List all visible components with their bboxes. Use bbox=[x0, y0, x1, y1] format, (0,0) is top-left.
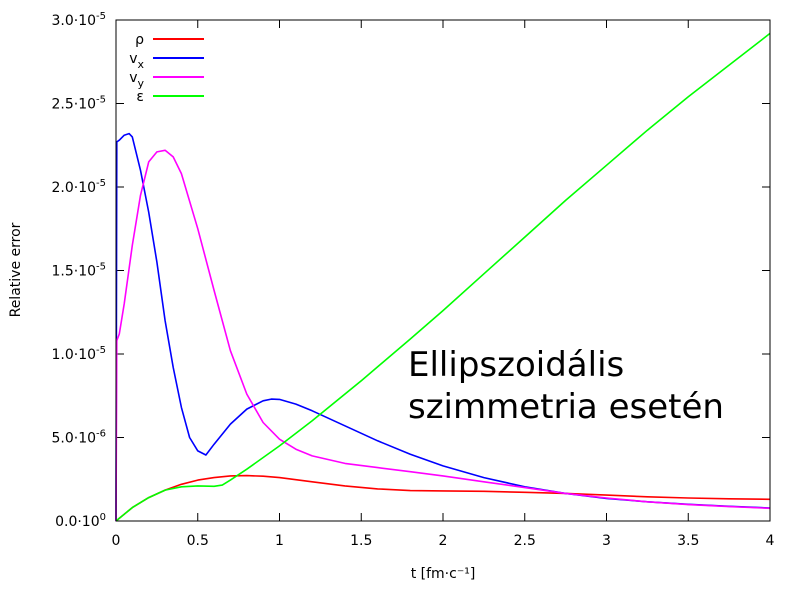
series-line-1 bbox=[115, 132, 771, 522]
series-line-0 bbox=[115, 474, 771, 522]
x-tick-labels: 0 0.5 1 1.5 2 2.5 3 3.5 4 bbox=[112, 533, 775, 549]
y-tick-exponent: -5 bbox=[96, 178, 106, 189]
tick-layer bbox=[115, 19, 771, 522]
legend-label-2: vy bbox=[129, 70, 144, 90]
y-tick-exponent: -5 bbox=[96, 345, 106, 356]
x-tick-label: 2.5 bbox=[514, 533, 536, 549]
legend-name: v bbox=[129, 70, 137, 86]
y-tick-mantissa: 5.0·10 bbox=[51, 431, 96, 447]
y-tick-mantissa: 3.0·10 bbox=[51, 13, 96, 29]
y-tick-mantissa: 2.5·10 bbox=[51, 97, 96, 113]
legend-label-3: ε bbox=[136, 89, 144, 105]
series-layer bbox=[115, 32, 771, 522]
y-tick-label: 0.0·100 bbox=[55, 512, 106, 530]
x-axis-label: t [fm·c⁻¹] bbox=[411, 566, 476, 582]
legend-name: ε bbox=[136, 89, 144, 105]
y-tick-mantissa: 1.0·10 bbox=[51, 347, 96, 363]
y-tick-label: 1.5·10-5 bbox=[51, 262, 106, 280]
x-tick-label: 2 bbox=[439, 533, 448, 549]
legend-name: ρ bbox=[135, 32, 144, 48]
series-line-3 bbox=[115, 32, 771, 522]
y-tick-exponent: -5 bbox=[96, 11, 106, 22]
legend-label-1: vx bbox=[129, 51, 144, 71]
y-tick-labels: 0.0·1005.0·10-61.0·10-51.5·10-52.0·10-52… bbox=[51, 11, 106, 530]
legend-label-0: ρ bbox=[135, 32, 144, 48]
series-line-2 bbox=[115, 149, 771, 522]
y-tick-exponent: 0 bbox=[100, 512, 106, 523]
y-tick-mantissa: 2.0·10 bbox=[51, 180, 96, 196]
legend-name: v bbox=[129, 51, 137, 67]
x-tick-label: 0 bbox=[112, 533, 121, 549]
legend-subscript: y bbox=[137, 77, 144, 90]
x-tick-label: 1.5 bbox=[350, 533, 372, 549]
y-tick-label: 2.5·10-5 bbox=[51, 95, 106, 113]
x-tick-label: 3 bbox=[602, 533, 611, 549]
annotation-line-2: szimmetria esetén bbox=[408, 387, 724, 427]
y-tick-exponent: -6 bbox=[96, 429, 106, 440]
y-axis-label: Relative error bbox=[8, 222, 24, 317]
x-tick-label: 3.5 bbox=[677, 533, 699, 549]
x-tick-label: 0.5 bbox=[187, 533, 209, 549]
y-tick-label: 3.0·10-5 bbox=[51, 11, 106, 29]
legend-subscript: x bbox=[137, 58, 144, 71]
y-tick-label: 5.0·10-6 bbox=[51, 429, 106, 447]
y-tick-label: 1.0·10-5 bbox=[51, 345, 106, 363]
annotation-line-1: Ellipszoidális bbox=[408, 345, 624, 385]
x-tick-label: 4 bbox=[766, 533, 775, 549]
x-tick-label: 1 bbox=[275, 533, 284, 549]
y-tick-label: 2.0·10-5 bbox=[51, 178, 106, 196]
y-tick-exponent: -5 bbox=[96, 95, 106, 106]
y-tick-exponent: -5 bbox=[96, 262, 106, 273]
y-tick-mantissa: 1.5·10 bbox=[51, 264, 96, 280]
y-tick-mantissa: 0.0·10 bbox=[55, 514, 100, 530]
annotation: Ellipszoidális szimmetria esetén bbox=[408, 345, 724, 427]
plot-frame bbox=[115, 19, 771, 522]
